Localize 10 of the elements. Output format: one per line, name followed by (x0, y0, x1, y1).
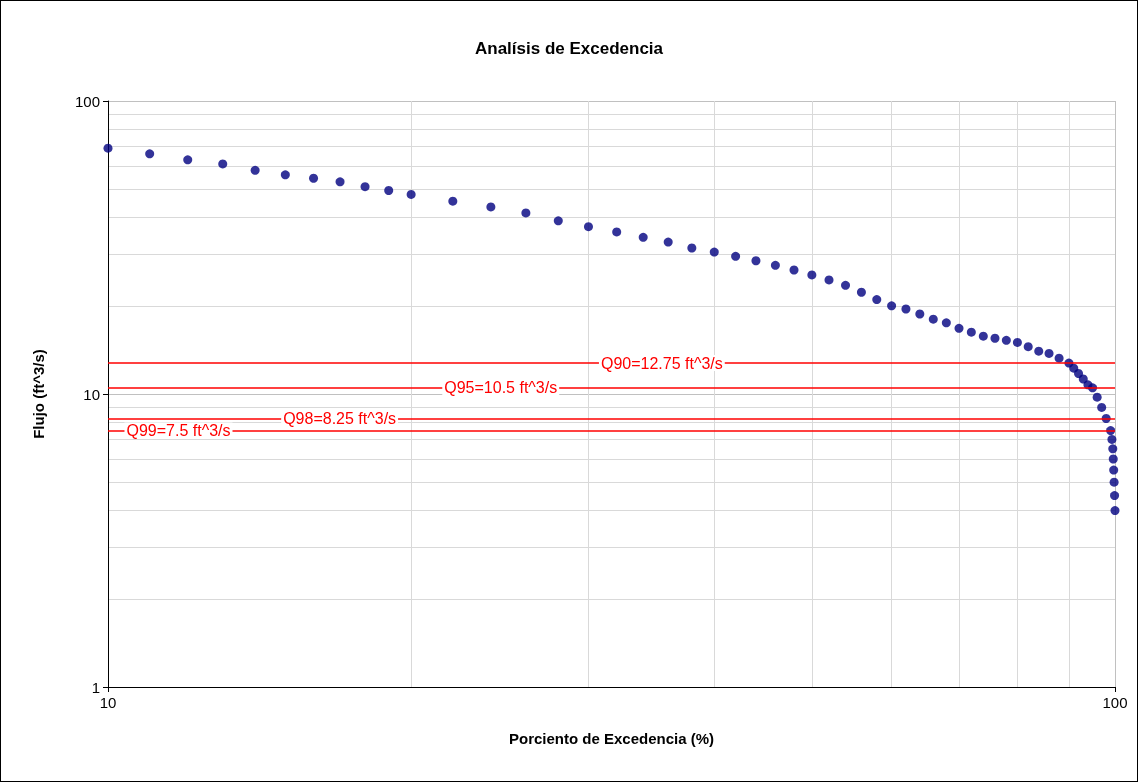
ref-line-label: Q90=12.75 ft^3/s (600, 354, 723, 372)
y-axis-title: Flujo (ft^3/s) (30, 349, 47, 439)
chart-title: Analísis de Excedencia (474, 39, 664, 58)
y-tick-label: 100 (74, 92, 100, 110)
ref-line-label: Q99=7.5 ft^3/s (126, 422, 231, 440)
y-tick-label: 10 (83, 385, 100, 403)
ref-line-label: Q98=8.25 ft^3/s (283, 409, 397, 427)
x-axis-title: Porciento de Excedencia (%) (508, 730, 715, 747)
y-tick-label: 1 (91, 678, 100, 696)
ref-line-label: Q95=10.5 ft^3/s (444, 379, 558, 397)
